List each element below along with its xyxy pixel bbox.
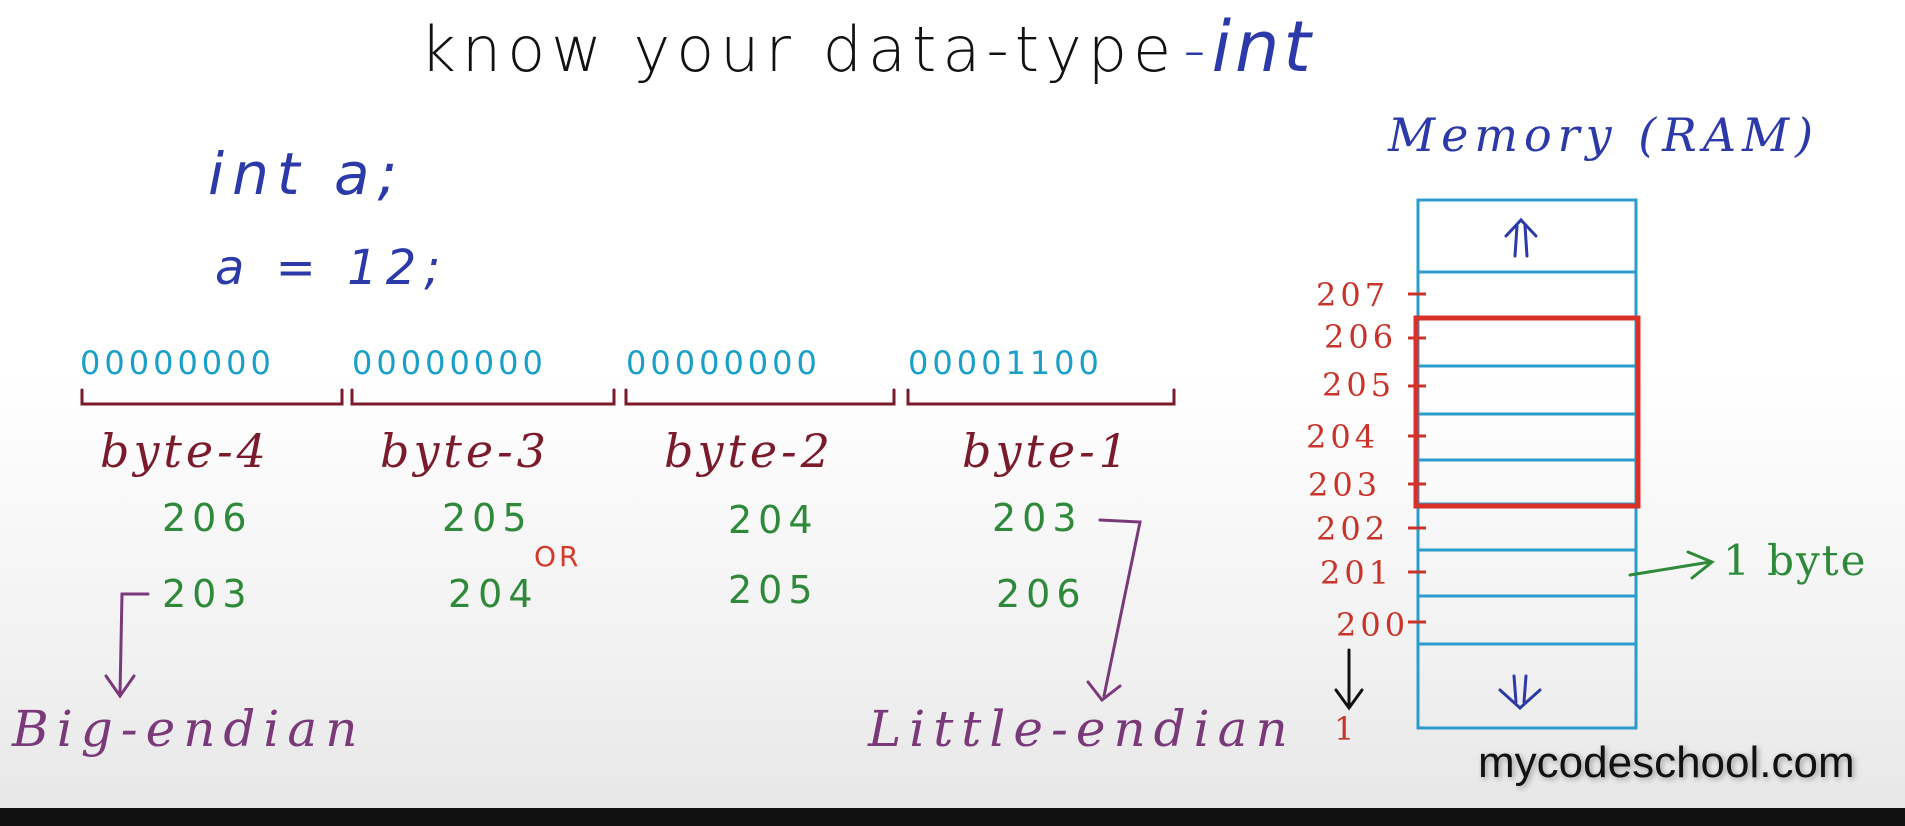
memory-bottom-addr: 1 [1334, 710, 1359, 748]
title-keyword: int [1211, 6, 1315, 88]
byte-label-2: byte-2 [664, 424, 834, 478]
brace-byte-2 [624, 388, 896, 406]
memory-addr-203: 203 [1308, 466, 1382, 504]
bits-byte-4: 00000000 [80, 344, 275, 382]
arrow-up-icon [1504, 217, 1538, 258]
byte-label-3: byte-3 [380, 424, 550, 478]
big-endian-arrow-icon [104, 592, 150, 699]
brace-byte-1 [906, 388, 1176, 406]
memory-column [1416, 198, 1638, 730]
brace-byte-3 [350, 388, 616, 406]
brace-byte-4 [80, 388, 344, 406]
little-endian-arrow-icon [1086, 518, 1142, 703]
bottom-bar [0, 808, 1905, 826]
bits-byte-1: 00001100 [908, 344, 1103, 382]
little-endian-addr-byte-3: 204 [448, 572, 539, 616]
one-byte-label: 1 byte [1723, 536, 1868, 585]
big-endian-addr-byte-3: 205 [442, 496, 533, 540]
big-endian-addr-byte-4: 206 [162, 496, 253, 540]
memory-addr-202: 202 [1316, 510, 1390, 548]
memory-addr-200: 200 [1336, 606, 1410, 644]
little-endian-addr-byte-4: 203 [162, 572, 253, 616]
memory-addr-207: 207 [1316, 276, 1390, 314]
code-assignment: a = 12; [215, 240, 449, 296]
memory-addr-201: 201 [1320, 554, 1394, 592]
arrow-down-icon [1498, 674, 1542, 711]
memory-addr-204: 204 [1306, 418, 1380, 456]
title-dash: - [1183, 13, 1212, 86]
byte-label-4: byte-4 [100, 424, 270, 478]
memory-addr-205: 205 [1322, 366, 1396, 404]
title-text: know your data-type [420, 13, 1178, 86]
little-endian-addr-byte-1: 206 [996, 572, 1087, 616]
big-endian-addr-byte-2: 204 [728, 498, 819, 542]
big-endian-addr-byte-1: 203 [992, 496, 1083, 540]
bits-byte-2: 00000000 [626, 344, 821, 382]
little-endian-addr-byte-2: 205 [728, 568, 819, 612]
one-byte-arrow-icon [1628, 550, 1715, 580]
code-declaration: int a; [208, 140, 406, 208]
or-label: OR [534, 540, 582, 573]
memory-addr-206: 206 [1324, 318, 1398, 356]
big-endian-label: Big-endian [12, 700, 366, 758]
page-title: know your data-type-int [420, 6, 1315, 88]
bits-byte-3: 00000000 [352, 344, 547, 382]
little-endian-label: Little-endian [868, 700, 1296, 758]
memory-title: Memory (RAM) [1388, 108, 1820, 162]
byte-label-1: byte-1 [962, 424, 1132, 478]
watermark: mycodeschool.com [1478, 738, 1855, 787]
int-variable-highlight [1413, 315, 1641, 509]
memory-down-arrow-icon [1334, 648, 1364, 711]
